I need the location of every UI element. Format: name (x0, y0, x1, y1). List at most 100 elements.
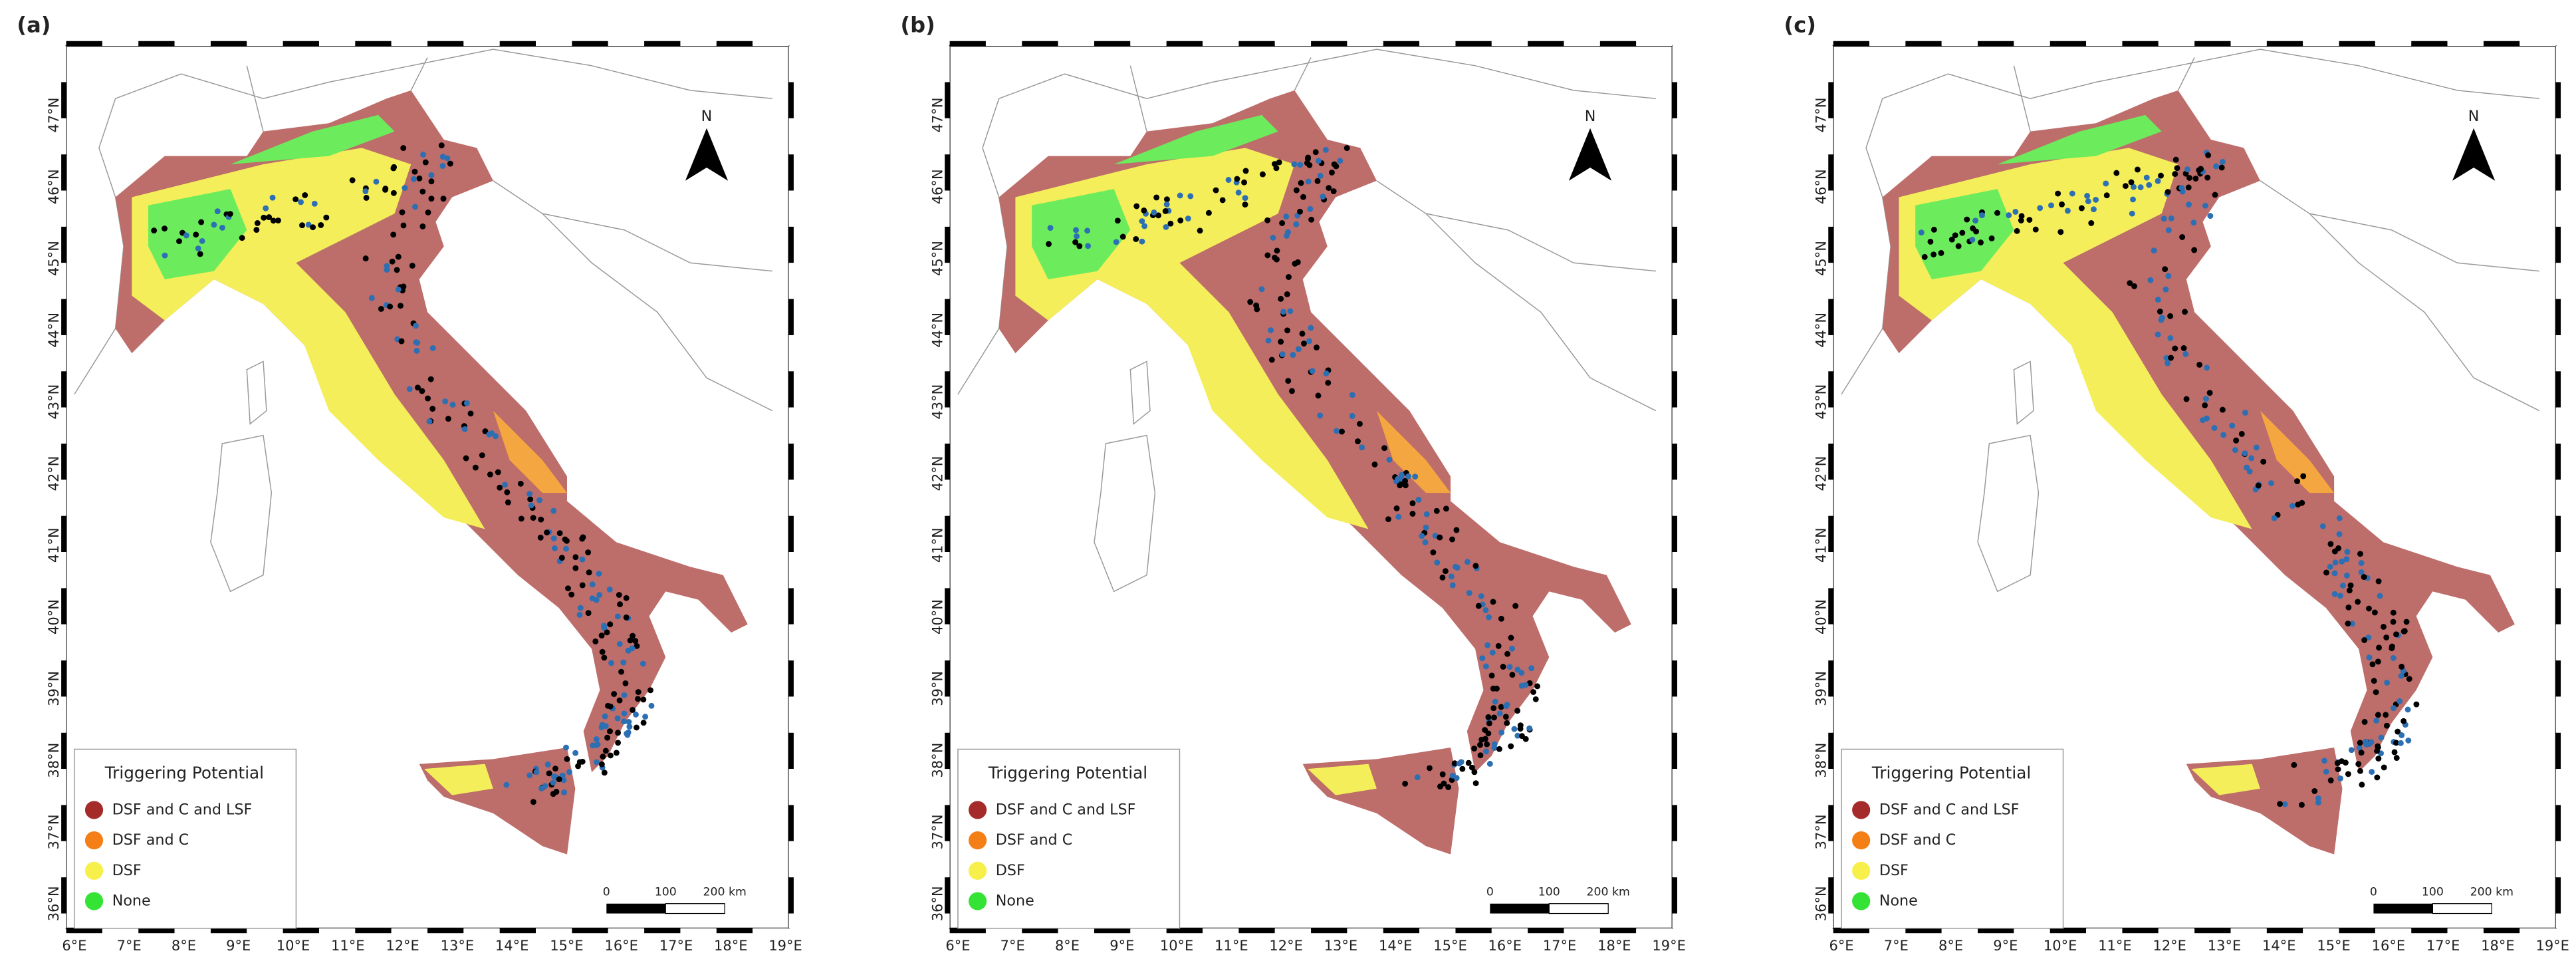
event-dot (2356, 745, 2363, 751)
event-dot (1472, 563, 1479, 569)
legend-swatch (969, 861, 987, 880)
event-dot (1357, 420, 1363, 427)
event-dot (1270, 235, 1276, 241)
event-dot (592, 638, 599, 644)
event-dot (419, 223, 426, 229)
event-dot (489, 430, 495, 436)
event-dot (1325, 380, 1332, 386)
lat-tick-label: 42°N (46, 456, 62, 491)
lon-tick-label: 11°E (1215, 938, 1248, 954)
border-segment (1383, 928, 1420, 934)
event-dot (2336, 515, 2343, 521)
border-segment (2049, 41, 2087, 47)
north-label: N (1585, 108, 1596, 125)
border-segment (1828, 118, 1833, 155)
event-dot (2311, 788, 2318, 794)
border-segment (463, 41, 500, 47)
event-dot (2337, 775, 2343, 781)
border-segment (1672, 299, 1677, 335)
event-dot (162, 225, 168, 232)
lat-tick-label: 37°N (1813, 814, 1829, 849)
event-dot (1414, 774, 1421, 781)
border-segment (945, 732, 950, 769)
legend-swatch (84, 861, 104, 880)
event-dot (1988, 235, 1995, 241)
event-dot (2271, 515, 2278, 521)
event-dot (1279, 220, 1286, 226)
border-segment (788, 769, 794, 805)
event-dot (1305, 178, 1312, 185)
event-dot (2395, 728, 2401, 735)
border-segment (2555, 515, 2561, 553)
event-dot (2212, 192, 2218, 198)
event-dot (1430, 549, 1437, 555)
event-dot (1234, 176, 1240, 182)
event-dot (623, 614, 630, 621)
country-border (1294, 57, 1312, 91)
event-dot (600, 754, 606, 760)
event-dot (425, 395, 431, 402)
event-dot (2233, 437, 2240, 444)
border-segment (753, 41, 789, 47)
event-dot (2398, 672, 2404, 679)
lon-tick-label: 12°E (1269, 938, 1302, 954)
panel-label: (c) (1784, 13, 1816, 38)
event-dot (2186, 175, 2192, 181)
lon-tick-label: 12°E (2153, 938, 2186, 954)
border-segment (102, 41, 139, 47)
lon-tick-label: 14°E (2262, 938, 2295, 954)
legend-label: DSF and C and LSF (112, 801, 253, 818)
event-dot (2161, 215, 2167, 222)
event-dot (2103, 192, 2110, 199)
event-dot (447, 160, 453, 167)
event-dot (550, 535, 557, 541)
event-dot (261, 214, 267, 221)
event-dot (2167, 335, 2174, 341)
event-dot (1119, 233, 1126, 240)
border-segment (2555, 660, 2561, 697)
event-dot (1972, 217, 1979, 224)
event-dot (1517, 726, 1524, 732)
legend-label: DSF and C and LSF (1879, 801, 2020, 818)
event-dot (482, 428, 489, 434)
event-dot (1490, 705, 1497, 712)
event-dot (2137, 184, 2144, 191)
event-dot (429, 406, 436, 412)
lon-tick-label: 9°E (226, 938, 251, 954)
event-dot (568, 591, 575, 598)
lon-tick-label: 7°E (1884, 938, 1909, 954)
event-dot (621, 692, 628, 698)
event-dot (1504, 650, 1510, 657)
event-dot (1264, 252, 1271, 259)
border-segment (2158, 41, 2195, 47)
border-segment (2555, 552, 2561, 589)
lat-tick-label: 44°N (929, 313, 945, 348)
border-segment (788, 371, 794, 408)
event-dot (413, 339, 419, 346)
event-dot (1177, 217, 1184, 223)
border-segment (2555, 877, 2561, 914)
event-dot (627, 637, 634, 644)
border-segment (1978, 928, 2014, 934)
border-segment (1274, 41, 1312, 47)
event-dot (1448, 573, 1455, 580)
border-segment (945, 805, 950, 841)
event-dot (2299, 801, 2305, 808)
event-dot (1471, 746, 1478, 752)
event-dot (1478, 736, 1485, 743)
event-dot (1274, 256, 1280, 263)
corsica (246, 360, 267, 425)
event-dot (2172, 171, 2178, 178)
event-dot (1514, 666, 1521, 673)
country-border (410, 57, 428, 91)
legend-swatch (1852, 831, 1871, 850)
event-dot (2345, 604, 2352, 611)
border-segment (1828, 371, 1833, 408)
event-dot (2130, 196, 2136, 203)
legend-label: DSF (112, 862, 142, 879)
event-dot (1349, 392, 1355, 398)
lon-tick-label: 6°E (62, 938, 86, 954)
event-dot (2085, 198, 2091, 205)
border-segment (788, 480, 794, 516)
north-label: N (2468, 108, 2480, 125)
